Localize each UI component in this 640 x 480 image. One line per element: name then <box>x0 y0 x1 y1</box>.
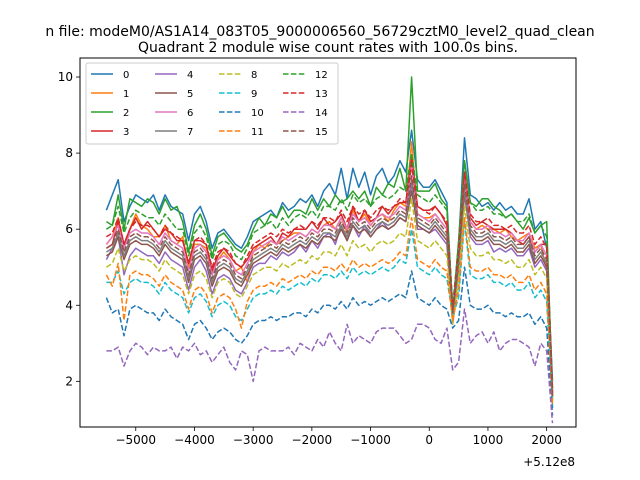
series-line-12 <box>105 152 554 390</box>
series-line-6 <box>105 163 554 393</box>
y-tick-label: 8 <box>65 146 73 160</box>
y-tick-label: 6 <box>65 222 73 236</box>
legend-label-10: 10 <box>251 108 264 119</box>
x-tick-label: −3000 <box>233 433 274 447</box>
plot-area <box>105 76 554 424</box>
legend-label-13: 13 <box>315 89 328 100</box>
legend-label-5: 5 <box>187 89 193 100</box>
legend-label-14: 14 <box>315 108 328 119</box>
y-tick-label: 2 <box>65 374 73 388</box>
legend-box <box>85 62 339 145</box>
series-line-0 <box>105 129 554 382</box>
series-line-5 <box>105 190 554 397</box>
series-line-13 <box>105 163 554 393</box>
x-tick-label: 1000 <box>473 433 504 447</box>
legend-label-4: 4 <box>187 70 193 81</box>
series-line-7 <box>105 178 554 397</box>
legend-label-7: 7 <box>187 127 193 138</box>
x-axis: −5000 −4000 −3000 −2000 −1000 0 1000 2000 <box>115 427 562 447</box>
legend-label-15: 15 <box>315 127 328 138</box>
series-line-14 <box>106 308 554 424</box>
legend-label-12: 12 <box>315 70 328 81</box>
y-axis: 2 4 6 8 10 <box>58 70 80 388</box>
series-line-11 <box>105 217 554 405</box>
x-tick-label: −5000 <box>115 433 156 447</box>
legend-label-9: 9 <box>251 89 257 100</box>
series-line-15 <box>105 175 554 397</box>
legend-label-3: 3 <box>123 127 129 138</box>
x-axis-offset-label: +5.12e8 <box>523 455 575 469</box>
x-tick-label: 2000 <box>531 433 562 447</box>
legend-label-0: 0 <box>123 70 129 81</box>
y-tick-label: 4 <box>65 298 73 312</box>
legend-label-2: 2 <box>123 108 129 119</box>
x-tick-label: −4000 <box>174 433 215 447</box>
series-line-10 <box>105 266 554 416</box>
legend-label-8: 8 <box>251 70 257 81</box>
axes-frame <box>79 57 577 428</box>
y-tick-label: 10 <box>58 70 73 84</box>
series-line-8 <box>105 198 554 401</box>
chart-title: Quadrant 2 module wise count rates with … <box>138 40 518 56</box>
legend-label-6: 6 <box>187 108 193 119</box>
x-tick-label: 0 <box>425 433 433 447</box>
x-tick-label: −2000 <box>292 433 333 447</box>
x-tick-label: −1000 <box>350 433 391 447</box>
legend-label-1: 1 <box>123 89 129 100</box>
legend-label-11: 11 <box>251 127 264 138</box>
figure-suptitle: n file: modeM0/AS1A14_083T05_9000006560_… <box>45 24 594 40</box>
series-line-1 <box>105 140 554 393</box>
